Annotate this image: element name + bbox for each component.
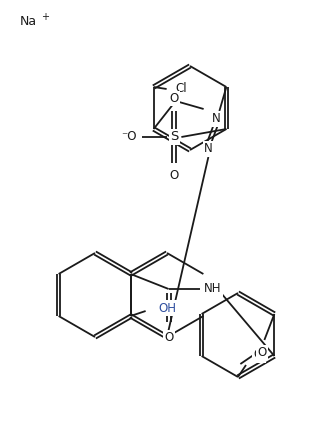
Text: ⁻O: ⁻O [121,130,137,143]
Text: O: O [170,169,179,182]
Text: Cl: Cl [176,83,187,95]
Text: O: O [258,346,267,359]
Text: S: S [170,130,179,143]
Text: Cl: Cl [253,349,265,362]
Text: NH: NH [204,283,221,295]
Text: +: + [41,12,49,22]
Text: O: O [164,331,173,344]
Text: OH: OH [159,302,177,314]
Text: N: N [204,143,213,156]
Text: Na: Na [20,15,37,28]
Text: O: O [170,92,179,105]
Text: N: N [212,112,221,126]
